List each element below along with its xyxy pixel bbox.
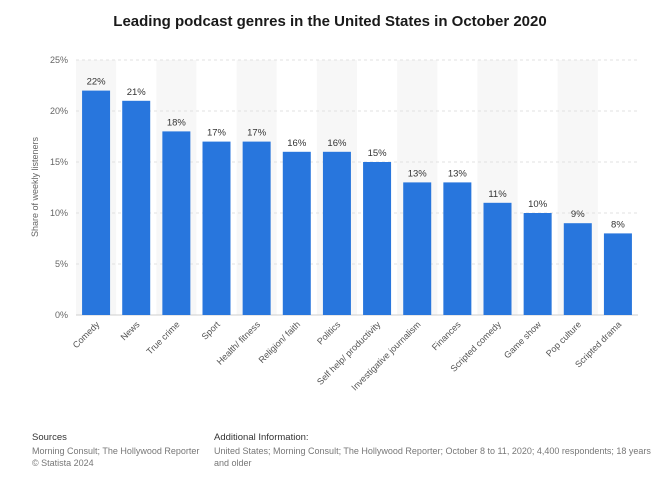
copyright-text: © Statista 2024 bbox=[32, 458, 94, 468]
data-label: 10% bbox=[528, 199, 548, 210]
bar[interactable] bbox=[122, 100, 151, 315]
x-tick-label: News bbox=[119, 319, 142, 342]
bar[interactable] bbox=[162, 131, 191, 315]
additional-info-block: Additional Information: United States; M… bbox=[214, 432, 654, 469]
sources-text: Morning Consult; The Hollywood Reporter bbox=[32, 446, 200, 456]
x-tick-label: Sport bbox=[200, 319, 223, 342]
x-tick-label: True crime bbox=[145, 319, 182, 356]
bar[interactable] bbox=[282, 151, 311, 315]
data-label: 15% bbox=[368, 148, 388, 159]
data-label: 16% bbox=[287, 138, 307, 149]
x-tick-label: Investigative journalism bbox=[349, 319, 422, 392]
bar[interactable] bbox=[483, 202, 512, 315]
sources-heading: Sources bbox=[32, 432, 67, 443]
additional-info-text: United States; Morning Consult; The Holl… bbox=[214, 446, 651, 468]
bar[interactable] bbox=[322, 151, 351, 315]
x-tick-label: Pop culture bbox=[544, 319, 583, 358]
data-label: 16% bbox=[327, 138, 347, 149]
bar[interactable] bbox=[523, 213, 552, 315]
y-axis-label: Share of weekly listeners bbox=[30, 136, 40, 237]
additional-info-heading: Additional Information: bbox=[214, 432, 309, 443]
y-tick-label: 25% bbox=[50, 55, 68, 65]
bar[interactable] bbox=[363, 162, 392, 315]
bar[interactable] bbox=[563, 223, 592, 315]
data-label: 8% bbox=[611, 219, 625, 230]
x-tick-label: Religion/ faith bbox=[257, 319, 303, 365]
data-labels: 22% 21% 18% 17% 17% 16% 16% 15% 13% 13% 11% 10% 9% 8% bbox=[87, 77, 626, 231]
data-label: 17% bbox=[247, 128, 267, 139]
y-tick-label: 0% bbox=[55, 310, 68, 320]
bars bbox=[82, 90, 632, 315]
data-label: 17% bbox=[207, 128, 227, 139]
data-label: 18% bbox=[167, 117, 187, 128]
bar[interactable] bbox=[82, 90, 111, 315]
data-label: 21% bbox=[127, 87, 147, 98]
x-tick-label: Finances bbox=[430, 319, 463, 352]
data-label: 13% bbox=[448, 168, 468, 179]
x-tick-label: Health/ fitness bbox=[215, 319, 263, 367]
bar[interactable] bbox=[403, 182, 432, 315]
data-label: 11% bbox=[488, 189, 507, 200]
bar[interactable] bbox=[603, 233, 632, 315]
y-tick-label: 15% bbox=[50, 157, 68, 167]
y-tick-label: 5% bbox=[55, 259, 68, 269]
x-tick-label: Comedy bbox=[71, 319, 102, 350]
sources-block: Sources Morning Consult; The Hollywood R… bbox=[32, 432, 212, 469]
bar[interactable] bbox=[443, 182, 472, 315]
data-label: 22% bbox=[87, 77, 107, 88]
x-tick-label: Game show bbox=[502, 319, 543, 360]
x-tick-label: Politics bbox=[315, 319, 343, 347]
chart-title: Leading podcast genres in the United Sta… bbox=[113, 13, 547, 30]
data-label: 9% bbox=[571, 209, 585, 220]
y-axis-ticks: 0% 5% 10% 15% 20% 25% bbox=[50, 55, 68, 320]
bar[interactable] bbox=[242, 141, 271, 315]
bar[interactable] bbox=[202, 141, 231, 315]
data-label: 13% bbox=[408, 168, 428, 179]
y-tick-label: 20% bbox=[50, 106, 68, 116]
y-tick-label: 10% bbox=[50, 208, 68, 218]
